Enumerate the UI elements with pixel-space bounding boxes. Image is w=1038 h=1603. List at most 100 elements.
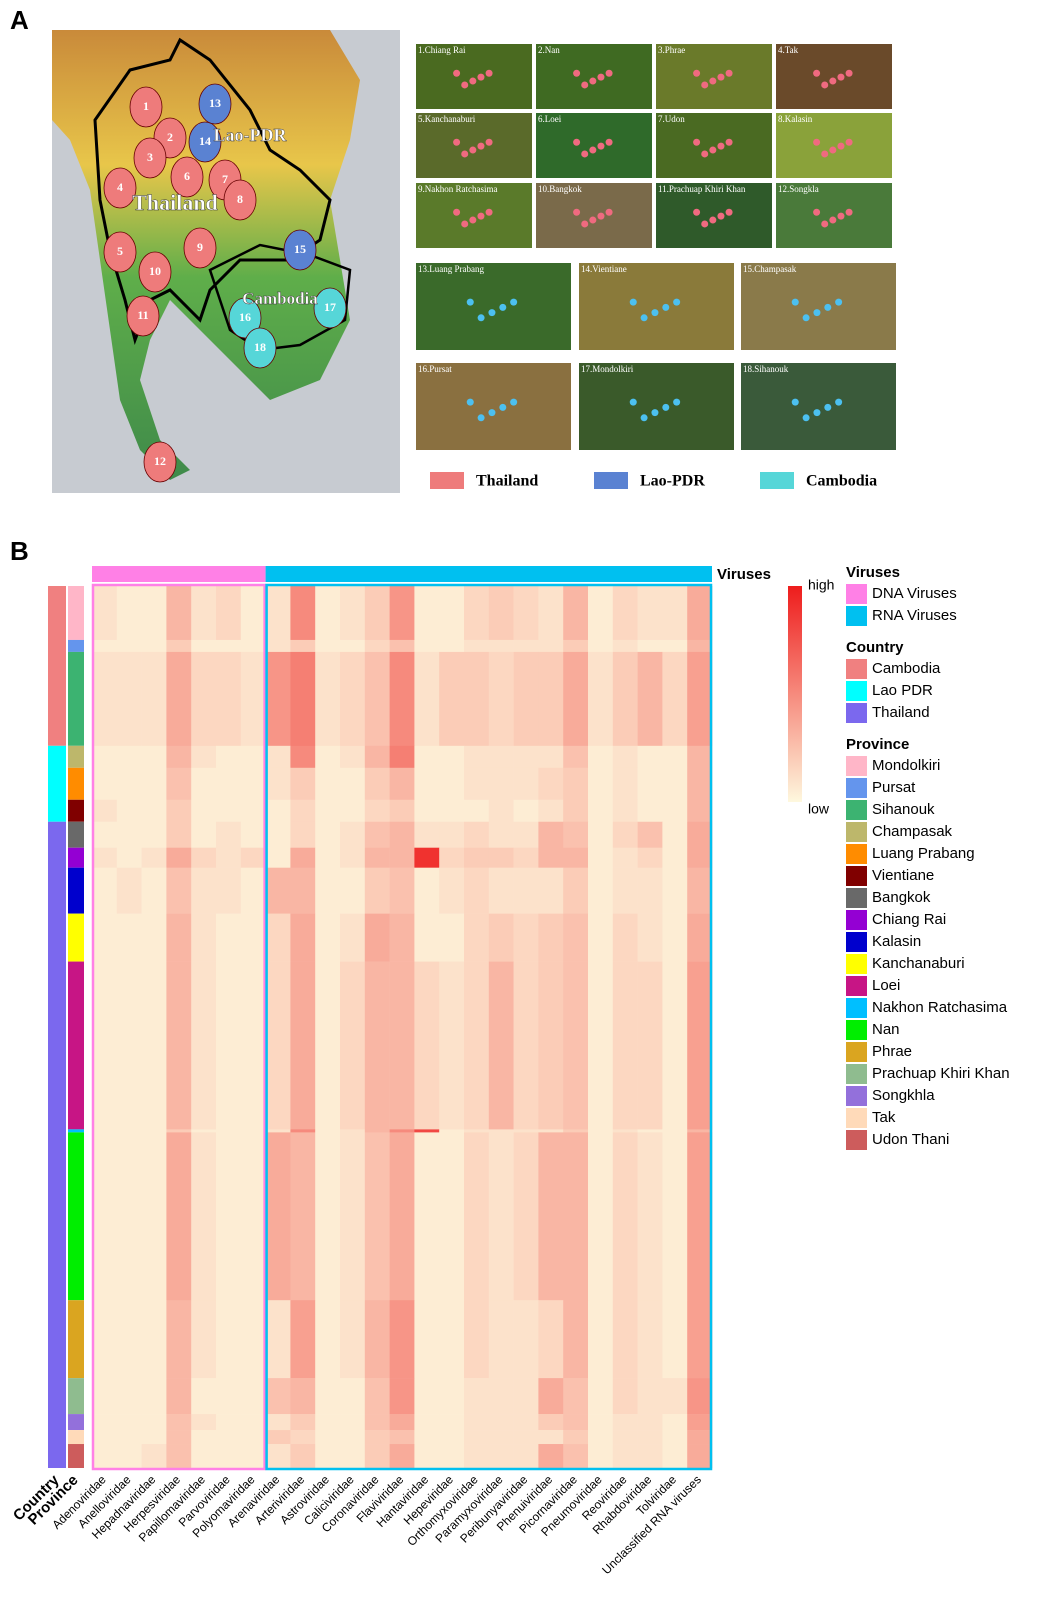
heat-cell [166,868,191,914]
heat-cell [390,768,415,800]
heat-cell [266,768,291,800]
legend-swatch [846,659,867,679]
heat-cell [687,652,712,746]
heat-cell [266,652,291,746]
site-marker [829,147,836,154]
heat-cell [241,640,266,652]
heat-cell [166,768,191,800]
heat-cell [290,800,315,822]
heat-cell [142,1444,167,1468]
site-marker [792,399,799,406]
legend-swatch [760,472,794,489]
heat-cell [92,1414,117,1430]
legend-label: Udon Thani [872,1131,949,1148]
heat-cell [340,1430,365,1444]
heat-cell [365,1378,390,1414]
heat-cell [588,822,613,848]
heat-cell [142,1378,167,1414]
heat-cell [142,822,167,848]
heat-cell [439,800,464,822]
tile-label: 13.Luang Prabang [418,264,484,274]
heat-cell [142,914,167,962]
legend-swatch [846,822,867,842]
heat-cell [638,586,663,640]
heat-cell [489,962,514,1130]
site-marker [453,70,460,77]
heat-cell [514,848,539,868]
heat-cell [92,586,117,640]
site-marker [701,150,708,157]
heat-cell [241,1430,266,1444]
province-bar [68,768,84,800]
heat-cell [563,1132,588,1300]
legend-label: Sihanouk [872,801,935,818]
heat-cell [687,1300,712,1378]
heat-cell [514,1132,539,1300]
legend-title: Viruses [846,564,900,581]
site-number: 11 [137,308,148,322]
heat-cell [390,1300,415,1378]
heat-cell [290,768,315,800]
heat-cell [166,822,191,848]
site-marker [488,409,495,416]
heat-cell [563,800,588,822]
heat-cell [315,1430,340,1444]
heat-cell [514,640,539,652]
heat-cell [489,914,514,962]
heat-cell [439,652,464,746]
heat-cell [563,586,588,640]
heat-cell [340,586,365,640]
heat-cell [514,962,539,1130]
heat-cell [538,1378,563,1414]
heat-cell [92,1444,117,1468]
site-marker [630,399,637,406]
site-number: 1 [143,99,149,113]
site-marker [726,70,733,77]
heat-cell [315,1132,340,1300]
heat-cell [489,1300,514,1378]
heat-cell [538,1414,563,1430]
virus-group-bar [266,566,712,582]
heat-cell [514,586,539,640]
legend-label: Champasak [872,823,953,840]
heat-cell [638,1430,663,1444]
site-number: 16 [239,310,251,324]
heat-cell [315,768,340,800]
heat-cell [216,800,241,822]
heat-cell [117,768,142,800]
site-marker [488,309,495,316]
heat-cell [191,1129,216,1132]
legend-swatch [846,1108,867,1128]
site-marker [461,81,468,88]
heat-cell [315,640,340,652]
heat-cell [142,962,167,1130]
heat-cell [563,746,588,768]
site-marker [829,217,836,224]
heat-cell [563,1300,588,1378]
heat-cell [216,640,241,652]
heat-cell [588,914,613,962]
heat-cell [290,1414,315,1430]
province-bar [68,822,84,848]
heat-cell [563,848,588,868]
heat-cell [514,652,539,746]
heat-cell [216,1444,241,1468]
heat-cell [439,746,464,768]
legend-swatch [594,472,628,489]
heat-cell [390,1430,415,1444]
heat-cell [365,868,390,914]
heat-cell [538,800,563,822]
heat-cell [92,800,117,822]
province-bar [68,1430,84,1444]
heat-cell [538,1129,563,1132]
province-bar [68,1414,84,1430]
site-marker [709,217,716,224]
satellite-tile [416,263,571,350]
site-marker [581,220,588,227]
heat-cell [390,800,415,822]
heat-cell [464,1300,489,1378]
heat-cell [266,1129,291,1132]
country-bar [48,822,66,1468]
country-label: Cambodia [242,289,318,308]
site-marker [499,404,506,411]
